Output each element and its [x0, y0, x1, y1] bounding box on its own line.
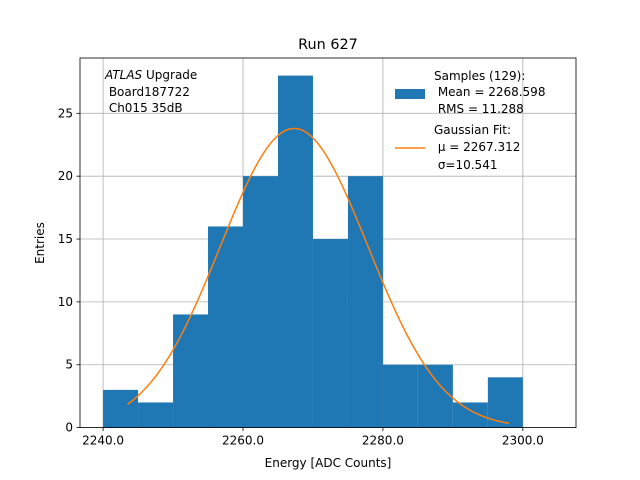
x-axis-label: Energy [ADC Counts]	[265, 456, 392, 470]
annotation-line-1: ATLAS Upgrade	[104, 68, 197, 82]
y-tick-label: 5	[65, 358, 73, 372]
histogram-bar	[417, 364, 453, 428]
y-tick-label: 25	[58, 106, 73, 120]
y-axis-ticks: 0 5 10 15 20 25	[58, 106, 80, 435]
legend-samples-mean: Mean = 2268.598	[434, 85, 545, 99]
histogram-bar	[138, 402, 174, 428]
histogram-bar	[382, 364, 418, 428]
annotation-atlas: ATLAS	[104, 68, 143, 82]
y-tick-label: 20	[58, 169, 73, 183]
plot-frame	[79, 57, 577, 429]
legend-fit-mu: μ = 2267.312	[434, 140, 520, 154]
atlas-annotation: ATLAS Upgrade Board187722 Ch015 35dB	[104, 68, 197, 115]
legend-samples-rms: RMS = 11.288	[434, 102, 524, 116]
histogram-bar	[277, 75, 313, 428]
legend-fit-label: Gaussian Fit:	[434, 123, 511, 137]
histogram-bar	[312, 239, 348, 428]
gaussian-fit-curve	[127, 127, 509, 425]
legend-samples-patch	[395, 89, 425, 99]
x-tick-label: 2280.0	[362, 434, 404, 448]
legend-fit-sigma: σ=10.541	[434, 158, 497, 172]
y-axis-label: Entries	[33, 222, 47, 264]
histogram-bar	[347, 176, 383, 428]
legend-samples-label: Samples (129):	[434, 69, 525, 83]
x-tick-label: 2240.0	[82, 434, 124, 448]
y-tick-label: 0	[65, 421, 73, 435]
histogram-bar	[243, 176, 278, 428]
annotation-upgrade: Upgrade	[142, 68, 197, 82]
x-axis-ticks: 2240.0 2260.0 2280.0 2300.0	[82, 427, 544, 448]
x-tick-label: 2260.0	[222, 434, 264, 448]
histogram-bar	[173, 314, 209, 428]
histogram-bars	[103, 75, 523, 428]
annotation-channel: Ch015 35dB	[105, 101, 183, 115]
annotation-board: Board187722	[105, 85, 190, 99]
chart-title: Run 627	[298, 37, 358, 53]
y-tick-label: 10	[58, 295, 73, 309]
histogram-bar	[452, 402, 488, 428]
x-tick-label: 2300.0	[502, 434, 544, 448]
histogram-bar	[103, 389, 139, 428]
legend: Samples (129): Mean = 2268.598 RMS = 11.…	[395, 69, 545, 172]
y-tick-label: 15	[58, 232, 73, 246]
histogram-bar	[208, 226, 244, 428]
